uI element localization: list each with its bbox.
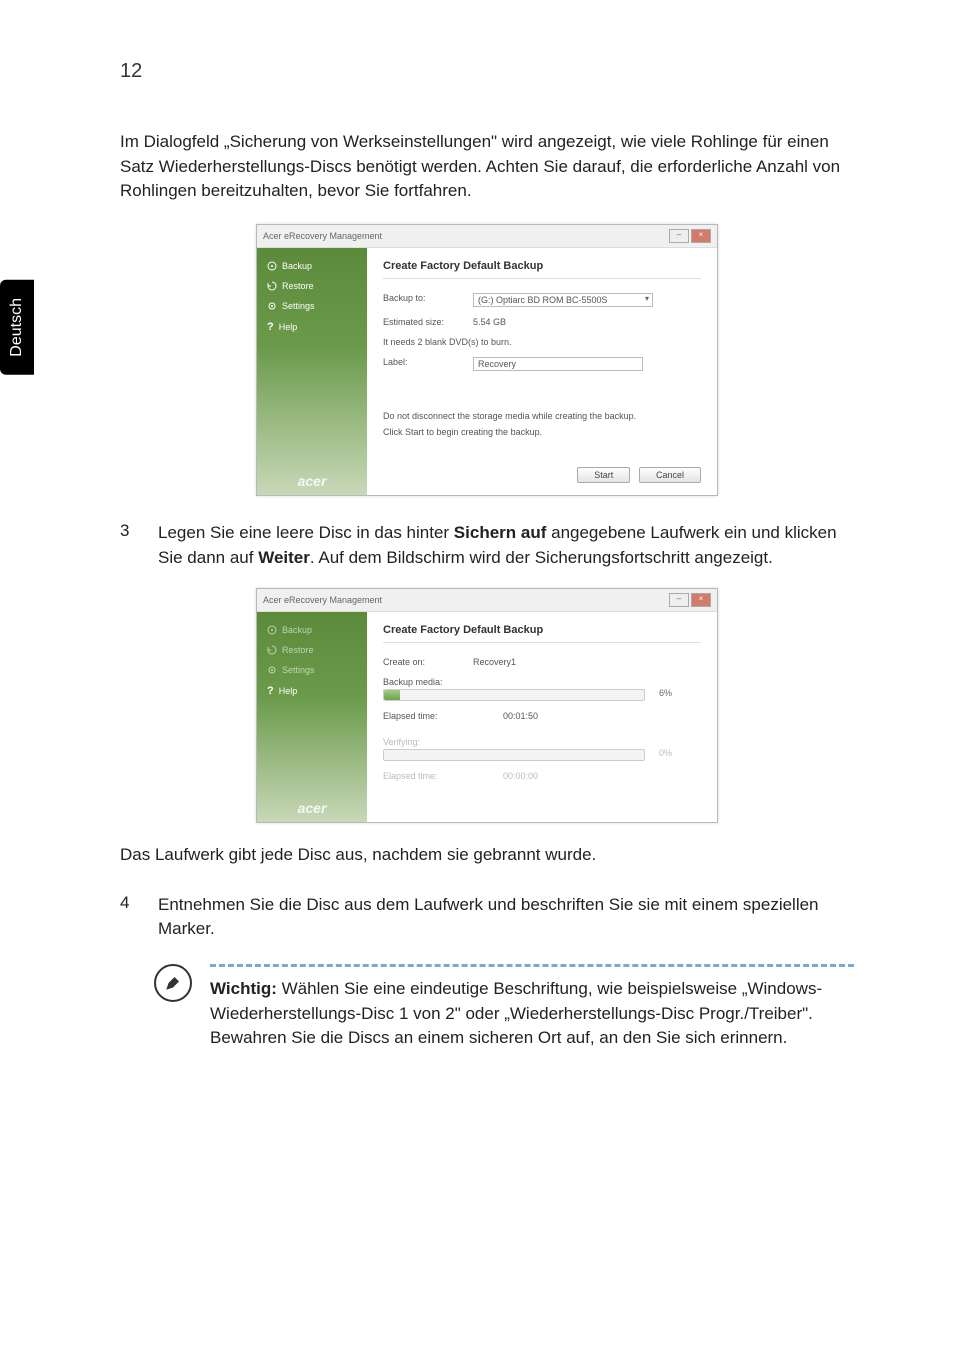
elapsed-time-value: 00:01:50 (503, 711, 538, 721)
sidebar-label: Help (279, 322, 298, 332)
verifying-label: Verifying: (383, 737, 701, 747)
page-number: 12 (120, 60, 142, 83)
backup-media-percent: 6% (659, 688, 672, 698)
pen-icon (154, 964, 192, 1002)
sidebar-item-backup[interactable]: Backup (257, 256, 367, 276)
sidebar-item-backup: Backup (257, 620, 367, 640)
acer-logo: acer (257, 473, 367, 489)
verifying-percent: 0% (659, 748, 672, 758)
minimize-button[interactable]: – (669, 229, 689, 243)
sidebar-label: Restore (282, 645, 314, 655)
sidebar-item-settings[interactable]: Settings (257, 296, 367, 316)
estimated-size-label: Estimated size: (383, 317, 473, 327)
paragraph-1: Im Dialogfeld „Sicherung von Werkseinste… (120, 130, 854, 204)
create-on-label: Create on: (383, 657, 473, 667)
dialog-heading: Create Factory Default Backup (383, 260, 701, 279)
backup-to-select[interactable]: (G:) Optiarc BD ROM BC-5500S (473, 293, 653, 307)
disc-icon (267, 261, 277, 271)
sidebar-label: Help (279, 686, 298, 696)
estimated-size-value: 5.54 GB (473, 317, 701, 327)
sidebar-label: Backup (282, 625, 312, 635)
sidebar-item-settings: Settings (257, 660, 367, 680)
close-button[interactable]: × (691, 593, 711, 607)
help-icon: ? (267, 321, 274, 333)
close-button[interactable]: × (691, 229, 711, 243)
sidebar-label: Backup (282, 261, 312, 271)
restore-icon (267, 645, 277, 655)
help-icon: ? (267, 685, 274, 697)
gear-icon (267, 665, 277, 675)
start-button[interactable]: Start (577, 467, 630, 483)
gear-icon (267, 301, 277, 311)
cancel-button[interactable]: Cancel (639, 467, 701, 483)
dialog-create-backup-progress: Acer eRecovery Management – × Backup Res… (256, 588, 718, 823)
dialog-main: Create Factory Default Backup Create on:… (367, 612, 717, 822)
sidebar-label: Restore (282, 281, 314, 291)
dialog-sidebar: Backup Restore Settings ? Help acer (257, 248, 367, 495)
language-tab: Deutsch (0, 280, 34, 375)
dashed-divider (210, 964, 854, 967)
sidebar-item-restore[interactable]: Restore (257, 276, 367, 296)
elapsed-time-label: Elapsed time: (383, 711, 503, 721)
label-input[interactable]: Recovery (473, 357, 643, 371)
elapsed-time-2-value: 00:00:00 (503, 771, 538, 781)
label-label: Label: (383, 357, 473, 371)
dialog-sidebar: Backup Restore Settings ? Help acer (257, 612, 367, 822)
sidebar-label: Settings (282, 665, 315, 675)
paragraph-2: Das Laufwerk gibt jede Disc aus, nachdem… (120, 843, 854, 868)
elapsed-time-2-label: Elapsed time: (383, 771, 503, 781)
dialog-title: Acer eRecovery Management (263, 231, 382, 241)
blank-dvd-note: It needs 2 blank DVD(s) to burn. (383, 337, 701, 347)
minimize-button[interactable]: – (669, 593, 689, 607)
dialog-title: Acer eRecovery Management (263, 595, 382, 605)
backup-media-progress: 6% (383, 689, 645, 701)
sidebar-label: Settings (282, 301, 315, 311)
verifying-progress: 0% (383, 749, 645, 761)
disc-icon (267, 625, 277, 635)
dialog-heading: Create Factory Default Backup (383, 624, 701, 643)
sidebar-item-help[interactable]: ? Help (257, 680, 367, 702)
step-3-text: Legen Sie eine leere Disc in das hinter … (158, 521, 854, 570)
step-4-text: Entnehmen Sie die Disc aus dem Laufwerk … (158, 893, 854, 942)
sidebar-item-restore: Restore (257, 640, 367, 660)
warn-click-start: Click Start to begin creating the backup… (383, 427, 701, 437)
backup-media-label: Backup media: (383, 677, 701, 687)
dialog-titlebar: Acer eRecovery Management – × (257, 589, 717, 612)
restore-icon (267, 281, 277, 291)
backup-to-label: Backup to: (383, 293, 473, 307)
important-text: Wichtig: Wählen Sie eine eindeutige Besc… (210, 977, 854, 1051)
create-on-value: Recovery1 (473, 657, 701, 667)
warn-disconnect: Do not disconnect the storage media whil… (383, 411, 701, 421)
dialog-main: Create Factory Default Backup Backup to:… (367, 248, 717, 495)
dialog-titlebar: Acer eRecovery Management – × (257, 225, 717, 248)
step-number-3: 3 (120, 521, 136, 570)
step-number-4: 4 (120, 893, 136, 942)
important-block: Wichtig: Wählen Sie eine eindeutige Besc… (120, 964, 854, 1051)
acer-logo: acer (257, 800, 367, 816)
dialog-create-backup-setup: Acer eRecovery Management – × Backup Res… (256, 224, 718, 496)
sidebar-item-help[interactable]: ? Help (257, 316, 367, 338)
